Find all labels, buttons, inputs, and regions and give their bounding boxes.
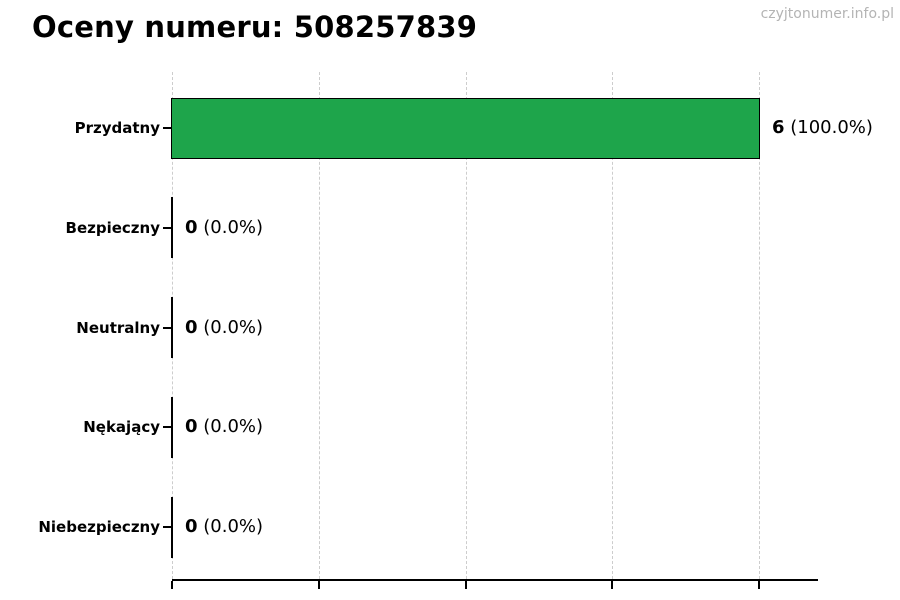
value-percentage: (100.0%) [784,117,873,138]
value-count: 0 [185,316,198,338]
value-percentage: (0.0%) [197,216,264,238]
x-axis-line [172,579,818,581]
value-count: 0 [185,516,198,538]
x-axis-tick [465,581,467,589]
category-label: Niebezpieczny [38,518,160,537]
bar-niebezpieczny [171,496,173,558]
x-axis-tick [318,581,320,589]
value-percentage: (0.0%) [197,416,264,438]
y-axis-tick [163,426,171,429]
value-label: 0 (0.0%) [185,415,263,439]
value-label: 0 (0.0%) [185,316,263,340]
y-axis-tick [163,326,171,329]
category-label: Neutralny [76,318,160,337]
bar-bezpieczny [171,197,173,259]
y-axis-tick [163,226,171,229]
value-count: 0 [185,416,198,438]
x-axis-tick [758,581,760,589]
chart-title: Oceny numeru: 508257839 [32,10,478,44]
gridline [759,72,760,579]
x-axis-tick [171,581,173,589]
value-label: 6 (100.0%) [772,116,873,140]
x-axis-tick [611,581,613,589]
category-label: Bezpieczny [65,218,160,237]
category-label: Przydatny [74,119,160,137]
gridline [612,72,613,579]
category-label: Nękający [83,418,160,437]
value-percentage: (0.0%) [197,316,264,338]
plot-area: 6 (100.0%) 0 (0.0%) 0 (0.0%) 0 (0.0%) 0 (0.0… [163,72,873,589]
bar-nękający [171,396,173,458]
y-axis-tick [163,526,171,529]
value-label: 0 (0.0%) [185,216,263,240]
value-percentage: (0.0%) [197,516,264,538]
value-label: 0 (0.0%) [185,515,263,539]
bar-przydatny [171,97,760,159]
value-count: 6 [772,117,785,138]
watermark-text: czyjtonumer.info.pl [760,6,894,22]
gridline [466,72,467,579]
bar-neutralny [171,297,173,359]
y-axis-tick [163,127,171,129]
gridline [319,72,320,579]
value-count: 0 [185,216,198,238]
